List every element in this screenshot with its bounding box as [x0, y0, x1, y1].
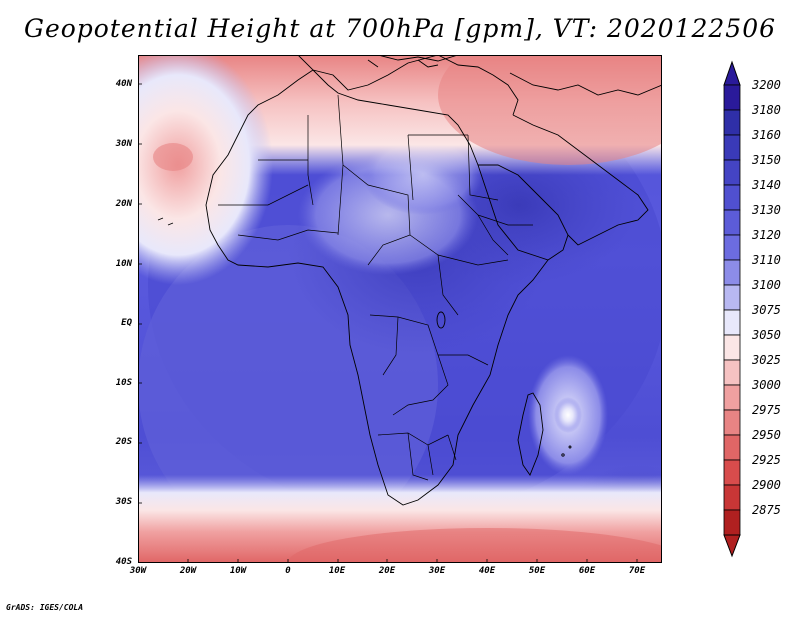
colorbar-swatch: [723, 434, 741, 461]
colorbar-swatch: [723, 84, 741, 111]
map-title: Geopotential Height at 700hPa [gpm], VT:…: [23, 14, 777, 43]
colorbar-swatch: [723, 159, 741, 186]
colorbar-swatch: [723, 259, 741, 286]
map-plot-area[interactable]: [138, 55, 662, 563]
colorbar-swatch: [723, 409, 741, 436]
lat-label: 20S: [115, 437, 132, 447]
colorbar-label: 3100: [752, 278, 781, 292]
colorbar-swatch: [723, 459, 741, 486]
lon-label: 30W: [129, 566, 147, 576]
colorbar-swatch: [723, 109, 741, 136]
lon-label: 50E: [528, 566, 546, 576]
colorbar-swatch: [723, 359, 741, 386]
colorbar-label: 2950: [752, 428, 781, 442]
colorbar-label: 3025: [752, 353, 781, 367]
colorbar-label: 3160: [752, 128, 781, 142]
colorbar-label: 3120: [752, 228, 781, 242]
colorbar-label: 2975: [752, 403, 781, 417]
colorbar-label: 2900: [752, 478, 781, 492]
colorbar-swatch: [723, 209, 741, 236]
footer-credit: GrADS: IGES/COLA: [6, 603, 84, 612]
colorbar-label: 2925: [752, 453, 781, 467]
lon-label: 20E: [378, 566, 396, 576]
height-field: [138, 55, 662, 563]
colorbar-label: 2875: [752, 503, 781, 517]
lon-label: 10W: [229, 566, 247, 576]
colorbar-swatch: [723, 484, 741, 511]
colorbar-swatch: [723, 284, 741, 311]
lon-label: 10E: [328, 566, 346, 576]
colorbar-arrow-top: [723, 60, 741, 86]
colorbar-label: 3140: [752, 178, 781, 192]
lat-label: 40N: [115, 79, 132, 89]
lat-label: EQ: [121, 318, 132, 328]
lat-label: 10N: [115, 259, 132, 269]
colorbar-swatch: [723, 384, 741, 411]
colorbar-swatch: [723, 234, 741, 261]
country-borders: [218, 94, 533, 481]
colorbar-label: 3180: [752, 103, 781, 117]
coastlines: [157, 55, 662, 506]
lat-label: 20N: [115, 199, 132, 209]
lat-label: 30N: [115, 139, 132, 149]
map-border: [138, 55, 662, 563]
lat-label: 10S: [115, 378, 132, 388]
colorbar-label: 3050: [752, 328, 781, 342]
colorbar-swatch: [723, 184, 741, 211]
lat-label: 40S: [115, 557, 132, 567]
colorbar-swatch: [723, 309, 741, 336]
colorbar-label: 3000: [752, 378, 781, 392]
colorbar-arrow-bottom: [723, 534, 741, 558]
colorbar-swatch: [723, 334, 741, 361]
lon-label: 0: [285, 566, 291, 576]
colorbar-label: 3150: [752, 153, 781, 167]
colorbar-swatch: [723, 509, 741, 536]
colorbar-swatch: [723, 134, 741, 161]
map-svg: [138, 55, 662, 563]
lat-label: 30S: [115, 497, 132, 507]
lon-label: 40E: [478, 566, 496, 576]
lon-label: 60E: [578, 566, 596, 576]
colorbar-label: 3130: [752, 203, 781, 217]
colorbar-label: 3200: [752, 78, 781, 92]
lon-label: 30E: [428, 566, 446, 576]
lon-label: 20W: [179, 566, 197, 576]
colorbar-label: 3075: [752, 303, 781, 317]
lon-label: 70E: [628, 566, 646, 576]
colorbar-label: 3110: [752, 253, 781, 267]
colorbar-swatches: [723, 84, 741, 536]
